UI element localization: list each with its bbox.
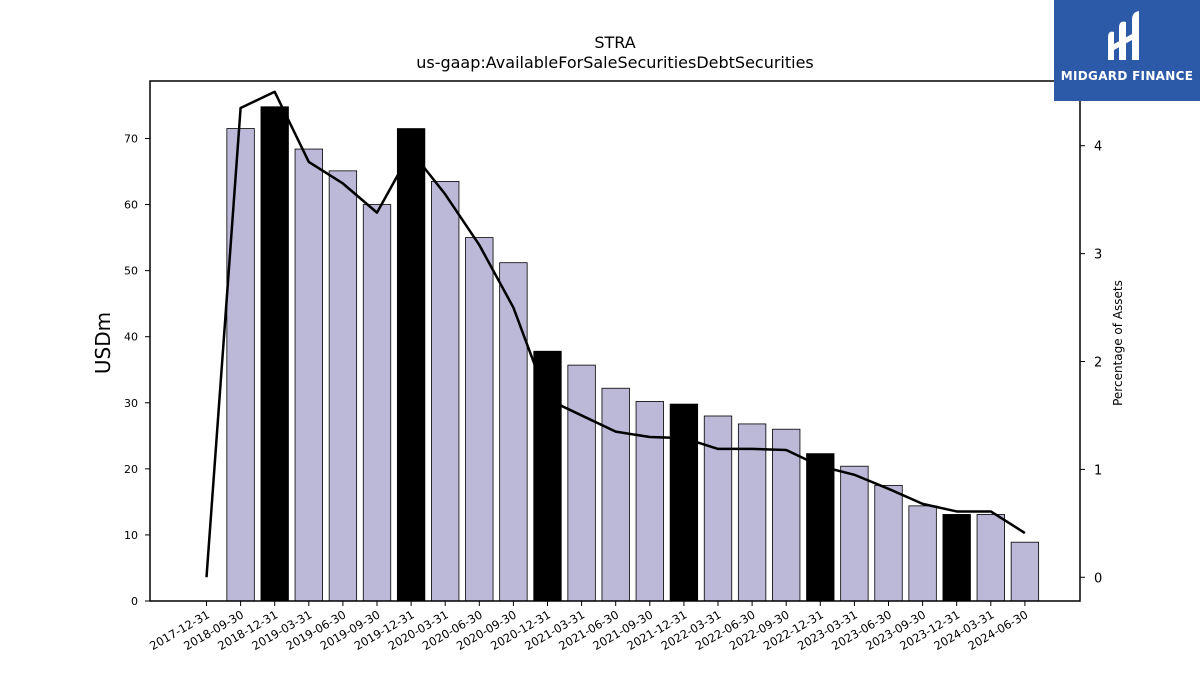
bar — [499, 262, 528, 602]
bar — [567, 364, 596, 602]
bar — [772, 428, 801, 602]
bar — [1010, 541, 1040, 602]
y2-tick-label: 0 — [1094, 571, 1102, 586]
bar — [465, 237, 494, 602]
y2-tick-label: 2 — [1094, 355, 1102, 370]
y2-axis-label: Percentage of Assets — [1111, 280, 1125, 406]
y-tick-label: 20 — [124, 463, 138, 476]
y-tick-label: 30 — [124, 397, 138, 410]
bar — [601, 387, 630, 602]
y2-tick-label: 4 — [1094, 140, 1102, 155]
y-axis-label: USDm — [91, 312, 115, 374]
bar — [294, 148, 323, 602]
bar — [260, 106, 289, 602]
y2-tick-label: 1 — [1094, 463, 1102, 478]
chart-title: STRA — [594, 33, 636, 52]
bar — [226, 128, 255, 602]
y-tick-label: 10 — [124, 529, 138, 542]
chart-subtitle: us-gaap:AvailableForSaleSecuritiesDebtSe… — [416, 53, 814, 72]
bar — [328, 170, 358, 602]
y2-tick-label: 3 — [1094, 248, 1102, 263]
y-tick-label: 70 — [124, 132, 138, 145]
bar — [533, 350, 562, 602]
bar — [874, 484, 903, 602]
bar — [840, 465, 869, 602]
bar — [669, 403, 699, 602]
plot-frame — [149, 80, 1081, 602]
bar — [908, 505, 937, 602]
bar — [635, 401, 664, 602]
logo-mark-icon — [1108, 11, 1139, 61]
bar — [362, 204, 392, 602]
logo-text: MIDGARD FINANCE — [1060, 69, 1194, 83]
percentage-line — [205, 90, 1026, 578]
bar — [396, 128, 426, 602]
midgard-finance-logo: MIDGARD FINANCE — [1054, 0, 1200, 101]
bar — [806, 453, 835, 602]
y-tick-label: 60 — [124, 199, 138, 212]
y-tick-label: 40 — [124, 331, 138, 344]
bar — [976, 514, 1005, 602]
bar — [431, 181, 460, 602]
bar — [942, 514, 971, 602]
bar — [703, 415, 733, 602]
bar — [737, 423, 767, 602]
y-tick-label: 50 — [124, 265, 138, 278]
y-tick-label: 0 — [131, 595, 138, 608]
